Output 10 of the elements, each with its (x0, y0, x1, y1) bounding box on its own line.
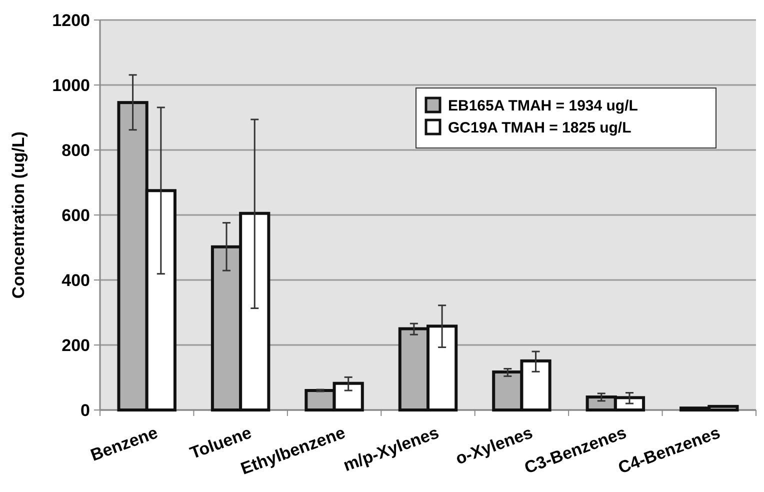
y-tick-label: 800 (62, 140, 90, 160)
y-tick-label: 1000 (52, 76, 90, 95)
legend-label: GC19A TMAH = 1825 ug/L (448, 119, 632, 136)
y-axis-title: Concentration (ug/L) (9, 131, 28, 299)
y-tick-label: 400 (62, 270, 90, 290)
y-tick-label: 200 (62, 336, 90, 355)
y-tick-label: 0 (80, 400, 90, 420)
y-tick-label: 1200 (52, 10, 90, 30)
legend-label: EB165A TMAH = 1934 ug/L (448, 97, 638, 114)
y-tick-label: 600 (62, 206, 90, 225)
